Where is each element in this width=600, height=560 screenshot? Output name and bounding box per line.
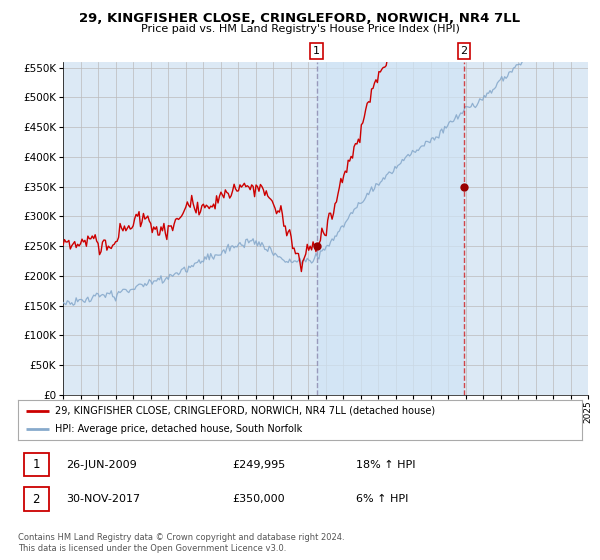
FancyBboxPatch shape xyxy=(23,452,49,477)
Text: 2: 2 xyxy=(32,493,40,506)
Text: HPI: Average price, detached house, South Norfolk: HPI: Average price, detached house, Sout… xyxy=(55,424,302,434)
Text: 29, KINGFISHER CLOSE, CRINGLEFORD, NORWICH, NR4 7LL: 29, KINGFISHER CLOSE, CRINGLEFORD, NORWI… xyxy=(79,12,521,25)
Text: 18% ↑ HPI: 18% ↑ HPI xyxy=(356,460,416,469)
Text: 1: 1 xyxy=(32,458,40,471)
Text: £249,995: £249,995 xyxy=(232,460,286,469)
Text: 29, KINGFISHER CLOSE, CRINGLEFORD, NORWICH, NR4 7LL (detached house): 29, KINGFISHER CLOSE, CRINGLEFORD, NORWI… xyxy=(55,406,435,416)
Text: £350,000: £350,000 xyxy=(232,494,285,505)
Text: 26-JUN-2009: 26-JUN-2009 xyxy=(66,460,137,469)
Text: 2: 2 xyxy=(461,46,467,56)
Text: 1: 1 xyxy=(313,46,320,56)
Bar xyxy=(317,62,464,395)
Text: 6% ↑ HPI: 6% ↑ HPI xyxy=(356,494,409,505)
FancyBboxPatch shape xyxy=(23,488,49,511)
Text: Price paid vs. HM Land Registry's House Price Index (HPI): Price paid vs. HM Land Registry's House … xyxy=(140,24,460,34)
Text: Contains HM Land Registry data © Crown copyright and database right 2024.
This d: Contains HM Land Registry data © Crown c… xyxy=(18,533,344,553)
Text: 30-NOV-2017: 30-NOV-2017 xyxy=(66,494,140,505)
